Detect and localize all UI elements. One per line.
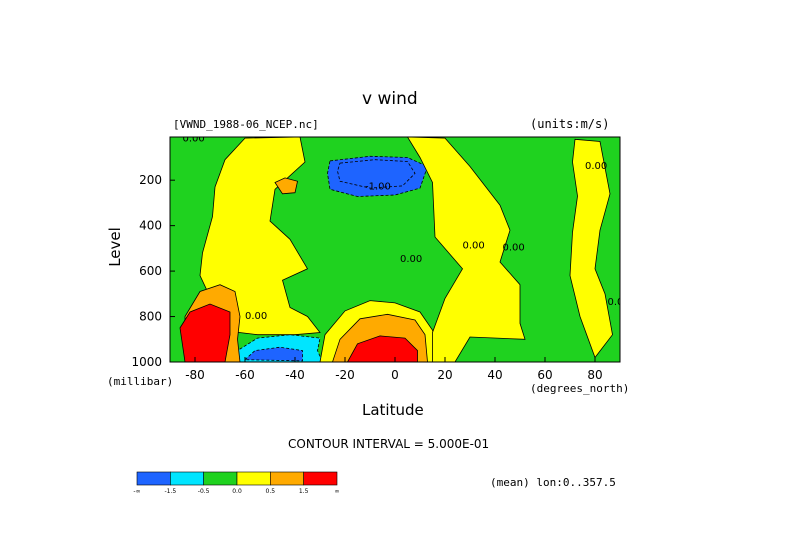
legend-tick-0: -∞ (133, 488, 140, 495)
contour-region-9 (407, 137, 526, 362)
contour-region-5 (274, 177, 298, 195)
legend-tick-3: 0.0 (232, 488, 242, 495)
y-tick-label-0: 200 (139, 173, 162, 187)
x-tick-label-2: -40 (285, 368, 305, 382)
x-axis-title: Latitude (362, 401, 424, 419)
contour-region-1 (337, 159, 416, 189)
legend-tick-6: ∞ (335, 488, 340, 495)
units-label: (units:m/s) (530, 117, 610, 131)
contour-label-1: -1.00 (365, 181, 391, 192)
legend-tick-5: 1.5 (299, 488, 309, 495)
x-tick-label-0: -80 (185, 368, 205, 382)
contour-region-8 (347, 335, 418, 362)
x-units-label: (degrees_north) (530, 382, 630, 395)
contour-label-2: 0.00 (400, 254, 422, 265)
y-units-label: (millibar) (107, 375, 174, 388)
mean-text: (mean) lon:0..357.5 (490, 476, 616, 489)
legend-swatch-1 (170, 471, 204, 486)
legend-swatch-2 (203, 471, 238, 486)
legend-swatch-4 (270, 471, 304, 486)
x-tick-label-4: 0 (391, 368, 399, 382)
contour-label-7: 0.00 (608, 297, 630, 308)
x-tick-label-3: -20 (335, 368, 355, 382)
y-axis-title: Level (105, 227, 124, 267)
contour-interval-text: CONTOUR INTERVAL = 5.000E-01 (288, 437, 490, 451)
contour-region-12 (179, 303, 231, 362)
legend-tick-1: -1.5 (164, 488, 176, 495)
x-tick-label-1: -60 (235, 368, 255, 382)
legend-tick-2: -0.5 (198, 488, 210, 495)
y-tick-label-3: 800 (139, 310, 162, 324)
contour-label-6: 0.00 (585, 161, 607, 172)
y-tick-label-1: 400 (139, 219, 162, 233)
contour-label-5: 0.00 (503, 243, 525, 254)
contour-region-3 (243, 346, 303, 362)
contour-region-4 (199, 137, 321, 336)
x-tick-label-6: 40 (487, 368, 502, 382)
file-label: [VWND_1988-06_NCEP.nc] (173, 118, 319, 131)
chart-title: v wind (362, 89, 418, 109)
y-tick-label-2: 600 (139, 264, 162, 278)
contour-label-0: 0.00 (183, 134, 205, 145)
contour-label-4: 0.00 (463, 240, 485, 251)
x-tick-label-8: 80 (587, 368, 602, 382)
legend-swatch-3 (236, 471, 271, 486)
legend-swatch-5 (303, 471, 338, 486)
y-tick-label-4: 1000 (131, 355, 162, 369)
contour-region-10 (569, 138, 613, 359)
legend-tick-4: 0.5 (266, 488, 276, 495)
x-tick-label-5: 20 (437, 368, 452, 382)
legend-swatch-0 (136, 471, 171, 486)
contour-label-3: 0.00 (245, 311, 267, 322)
x-tick-label-7: 60 (537, 368, 552, 382)
